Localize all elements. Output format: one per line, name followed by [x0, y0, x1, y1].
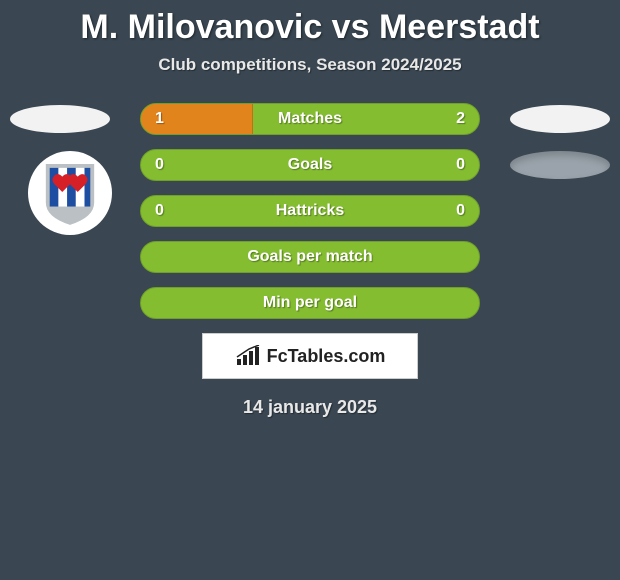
stat-label: Matches: [278, 110, 342, 128]
stat-label: Min per goal: [263, 294, 357, 312]
stat-value-left: 1: [155, 110, 164, 128]
stat-value-right: 0: [456, 202, 465, 220]
stat-bar: 0 Hattricks 0: [140, 195, 480, 227]
watermark-text: FcTables.com: [267, 346, 386, 367]
stat-value-left: 0: [155, 202, 164, 220]
stat-value-right: 2: [456, 110, 465, 128]
stat-bar: 1 Matches 2: [140, 103, 480, 135]
stat-value-left: 0: [155, 156, 164, 174]
stat-bar: 0 Goals 0: [140, 149, 480, 181]
page-subtitle: Club competitions, Season 2024/2025: [0, 55, 620, 75]
stat-label: Hattricks: [276, 202, 344, 220]
stat-row-matches: 1 Matches 2: [0, 103, 620, 135]
stat-value-right: 0: [456, 156, 465, 174]
watermark: FcTables.com: [202, 333, 418, 379]
page-title: M. Milovanovic vs Meerstadt: [0, 0, 620, 47]
stats-area: 1 Matches 2 0 Goals 0 0: [0, 103, 620, 319]
date: 14 january 2025: [0, 397, 620, 418]
stat-row-min-per-goal: Min per goal: [0, 287, 620, 319]
chart-icon: [235, 345, 261, 367]
player-right-oval-gray: [510, 151, 610, 179]
player-right-oval: [510, 105, 610, 133]
club-badge: [28, 151, 112, 235]
stat-row-goals: 0 Goals 0: [0, 149, 620, 181]
stat-row-goals-per-match: Goals per match: [0, 241, 620, 273]
stat-label: Goals: [288, 156, 332, 174]
stat-bar: Min per goal: [140, 287, 480, 319]
stat-label: Goals per match: [247, 248, 372, 266]
player-left-oval: [10, 105, 110, 133]
stat-bar: Goals per match: [140, 241, 480, 273]
club-badge-icon: [41, 159, 99, 227]
